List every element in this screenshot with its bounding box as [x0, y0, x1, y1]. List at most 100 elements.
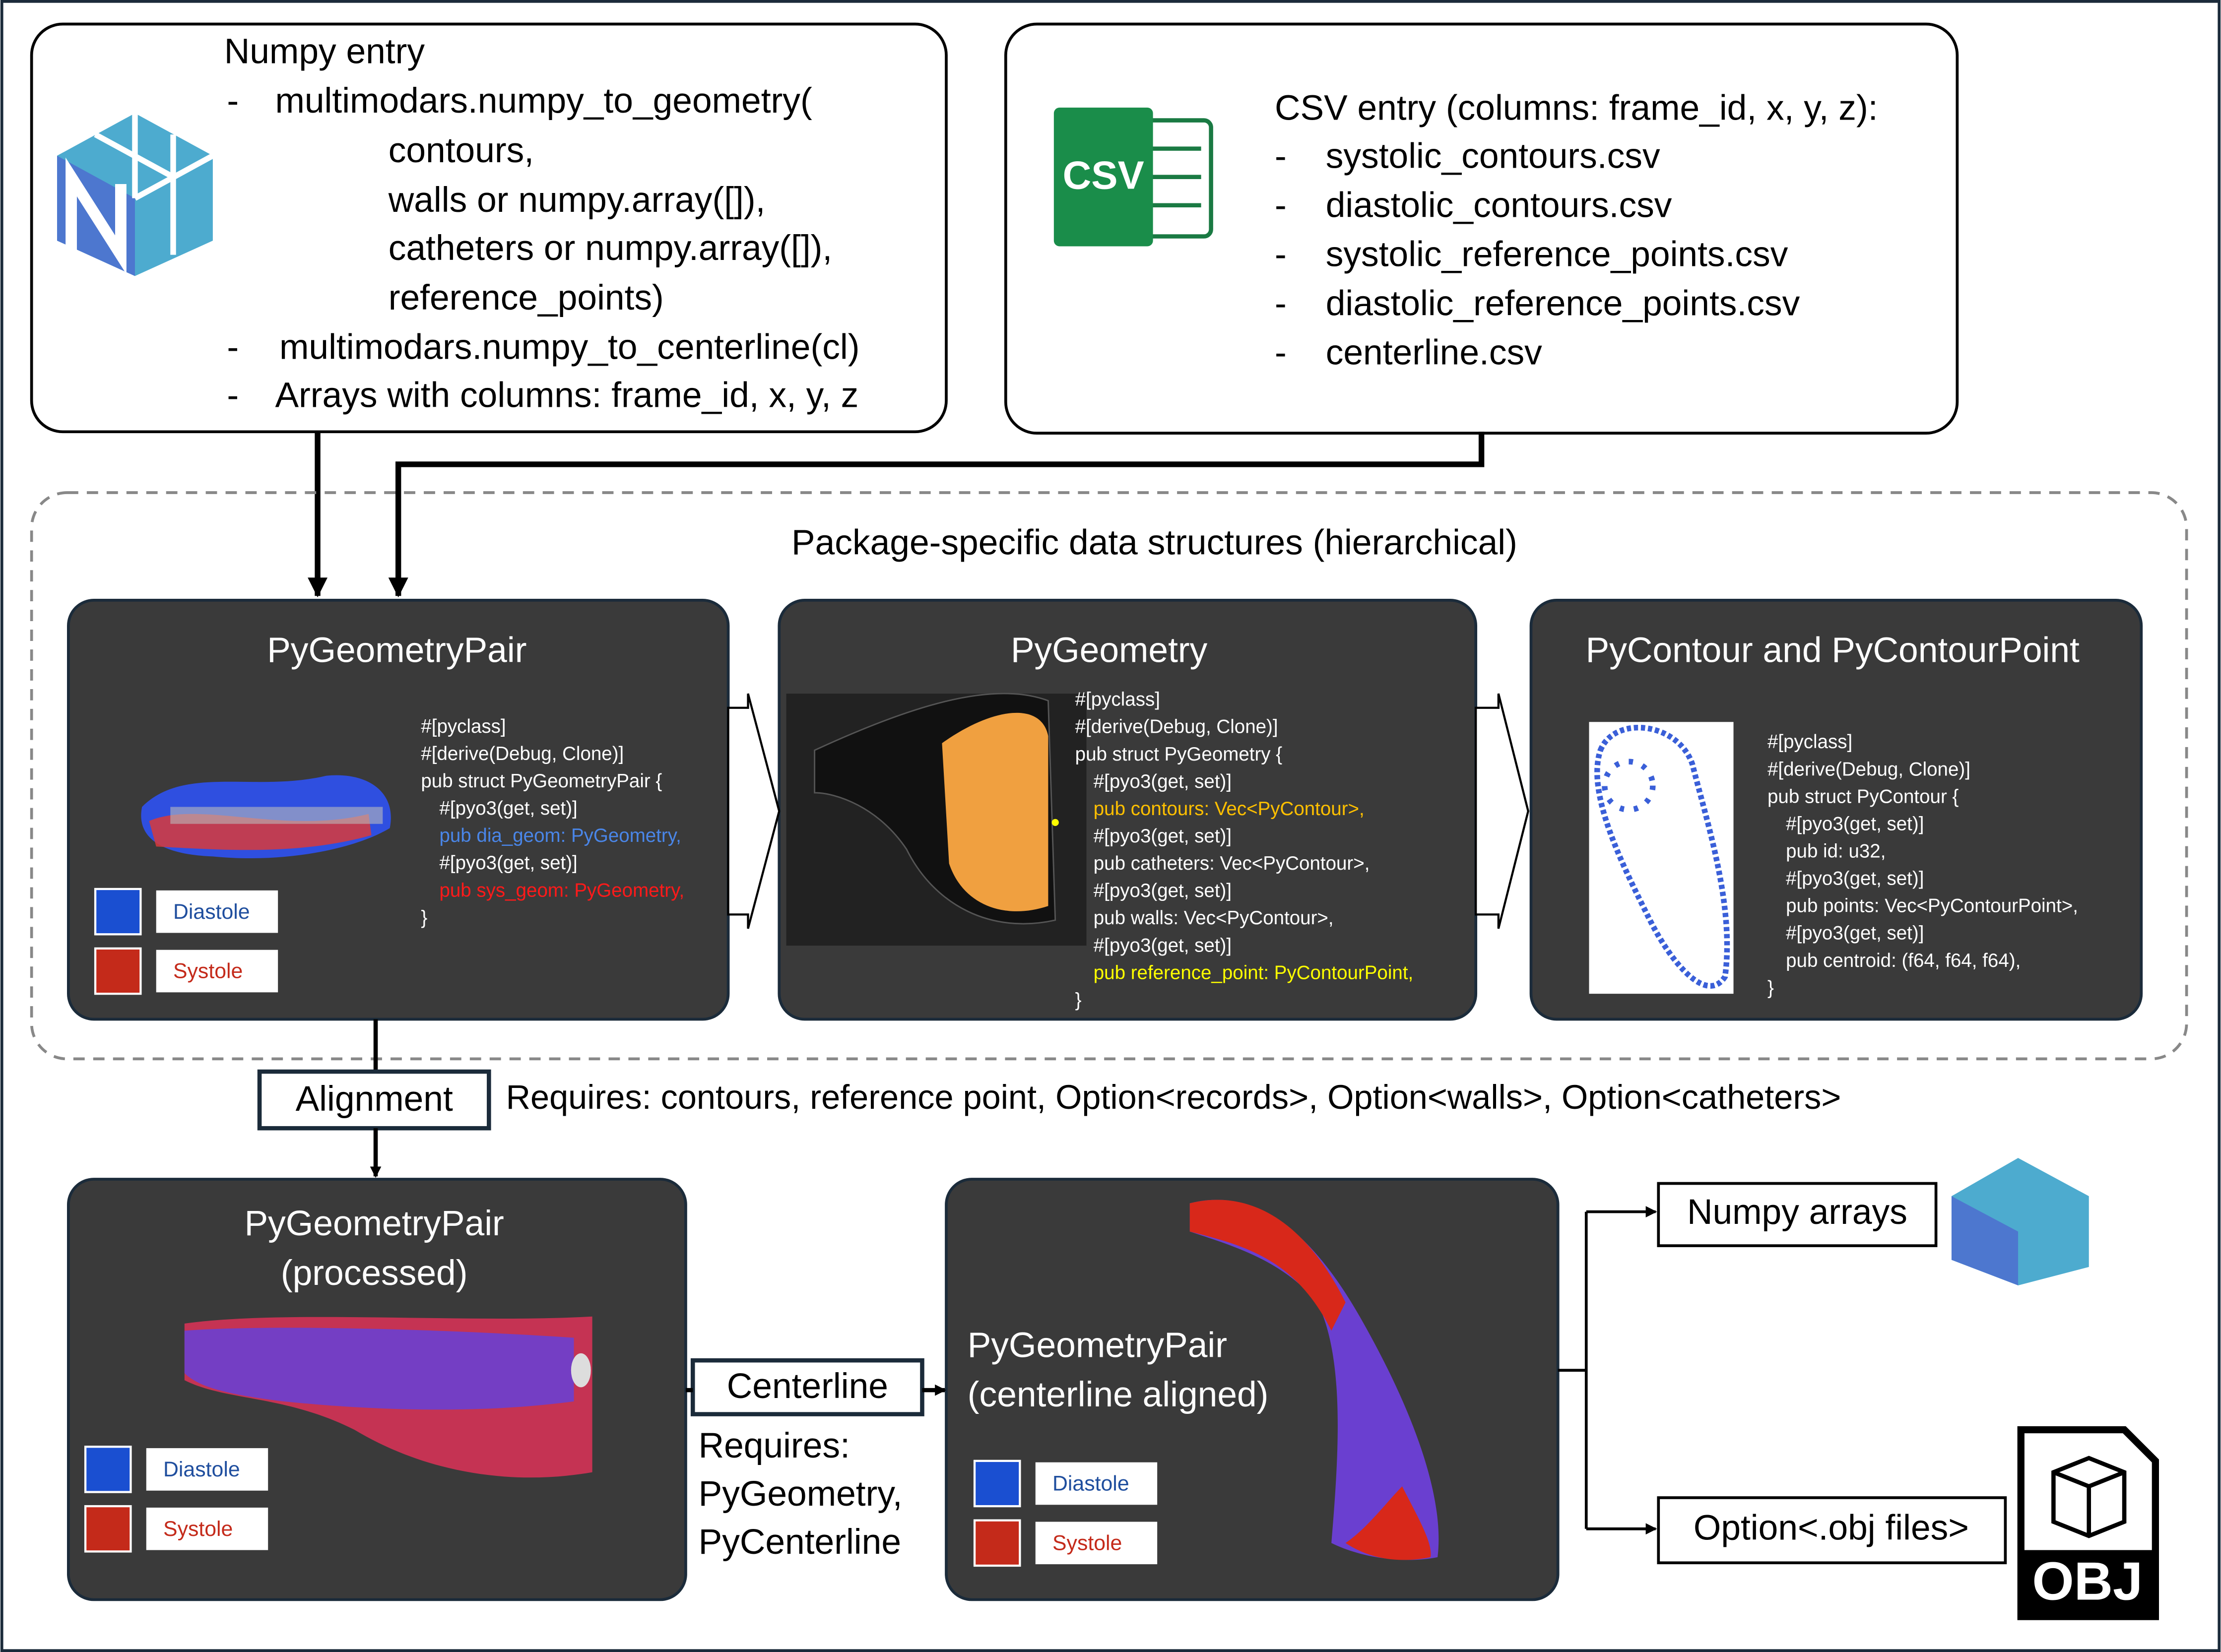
legend-swatch	[94, 947, 142, 995]
panel-title: PyGeometryPair	[968, 1325, 1227, 1365]
legend-label: Diastole	[1052, 1472, 1129, 1496]
code-line: pub struct PyGeometryPair {	[421, 770, 662, 792]
output-label: Option<.obj files>	[1694, 1508, 1969, 1547]
code-line: #[pyo3(get, set)]	[439, 852, 577, 874]
code-line: pub struct PyGeometry {	[1075, 744, 1283, 765]
entry-line: contours,	[389, 130, 534, 170]
geometry-image	[786, 693, 1087, 946]
file-name: centerline.csv	[1326, 332, 1542, 372]
legend-label-box	[1035, 1522, 1158, 1565]
alignment-box	[257, 1069, 491, 1131]
bullet: -	[1275, 283, 1287, 323]
legend-label-box	[146, 1448, 268, 1491]
code-line: #[pyo3(get, set)]	[1094, 771, 1232, 792]
file-name: diastolic_contours.csv	[1326, 185, 1672, 225]
centerline-box	[690, 1358, 924, 1416]
legend-swatch	[94, 888, 142, 936]
legend-swatch	[973, 1460, 1021, 1508]
legend-label: Diastole	[163, 1458, 240, 1481]
step-label: Alignment	[296, 1079, 453, 1119]
legend-label: Diastole	[173, 900, 250, 924]
pair-image	[141, 775, 391, 859]
hollow-arrow	[727, 693, 781, 929]
code-line: #[pyo3(get, set)]	[1094, 880, 1232, 901]
requirements: PyGeometry,	[699, 1474, 903, 1514]
code-line: #[derive(Debug, Clone)]	[421, 743, 624, 764]
csv-icon	[1053, 107, 1213, 247]
file-name: systolic_reference_points.csv	[1326, 234, 1788, 274]
code-line: pub walls: Vec<PyContour>,	[1094, 907, 1334, 929]
code-line: #[pyo3(get, set)]	[1094, 826, 1232, 847]
code-line: pub reference_point: PyContourPoint,	[1094, 962, 1413, 983]
requirements: Requires:	[699, 1426, 850, 1465]
step-label: Centerline	[727, 1366, 888, 1406]
code-line: #[pyo3(get, set)]	[1094, 935, 1232, 956]
bullet: -	[227, 327, 239, 367]
legend-label: Systole	[1052, 1531, 1122, 1555]
code-line: #[pyclass]	[421, 716, 506, 737]
code-line: #[derive(Debug, Clone)]	[1767, 759, 1970, 780]
code-line: #[pyo3(get, set)]	[1786, 868, 1924, 890]
legend-swatch	[973, 1519, 1021, 1567]
arrow	[388, 432, 1485, 598]
code-line: pub struct PyContour {	[1767, 786, 1959, 807]
code-line: pub sys_geom: PyGeometry,	[439, 880, 684, 901]
code-line: pub dia_geom: PyGeometry,	[439, 825, 681, 846]
entry-line: walls or numpy.array([]),	[388, 180, 766, 220]
numpy-icon	[1951, 1158, 2089, 1285]
output-label: Numpy arrays	[1687, 1192, 1907, 1232]
legend-label: Systole	[163, 1517, 233, 1541]
bullet: -	[1275, 234, 1287, 274]
legend-label-box	[156, 890, 278, 933]
hollow-arrow	[1475, 693, 1529, 929]
bullet: -	[1275, 185, 1287, 225]
legend-label: Systole	[173, 959, 243, 983]
code-line: }	[421, 907, 427, 928]
panel-title: PyContour and PyContourPoint	[1586, 630, 2080, 670]
panel-title: PyGeometryPair	[245, 1204, 504, 1243]
code-line: pub catheters: Vec<PyContour>,	[1094, 853, 1370, 874]
file-name: diastolic_reference_points.csv	[1326, 283, 1800, 323]
contour-image	[1589, 722, 1734, 994]
panel-title: (processed)	[281, 1253, 468, 1293]
code-line: #[pyclass]	[1767, 731, 1852, 753]
legend-label-box	[146, 1507, 268, 1550]
entry-line: multimodars.numpy_to_geometry(	[275, 81, 812, 121]
file-name: systolic_contours.csv	[1326, 136, 1660, 176]
numpy-box	[30, 22, 948, 434]
panel-title: (centerline aligned)	[968, 1375, 1269, 1414]
bullet: -	[1275, 332, 1287, 372]
bullet: -	[227, 376, 239, 415]
output-box	[1657, 1182, 1938, 1247]
output-box	[1657, 1496, 2007, 1565]
entry-line: catheters or numpy.array([]),	[389, 228, 833, 268]
code-line: pub contours: Vec<PyContour>,	[1094, 798, 1365, 820]
aligned-image	[1189, 1200, 1439, 1560]
bullet: -	[1275, 136, 1287, 176]
code-line: }	[1767, 977, 1774, 999]
panel-title: PyGeometryPair	[267, 630, 526, 670]
legend-swatch	[84, 1505, 132, 1553]
panel-title: PyGeometry	[1011, 630, 1208, 670]
code-line: pub points: Vec<PyContourPoint>,	[1786, 895, 2078, 917]
legend-swatch	[84, 1446, 132, 1493]
requirements: Requires: contours, reference point, Opt…	[506, 1078, 1841, 1116]
code-line: pub centroid: (f64, f64, f64),	[1786, 950, 2021, 971]
numpy-icon	[57, 113, 214, 276]
code-line: pub id: u32,	[1786, 841, 1886, 862]
obj-icon	[2017, 1426, 2159, 1620]
code-line: #[pyclass]	[1075, 689, 1160, 710]
code-line: #[derive(Debug, Clone)]	[1075, 716, 1278, 738]
title: CSV entry (columns: frame_id, x, y, z):	[1275, 88, 1878, 127]
group-title: Package-specific data structures (hierar…	[791, 522, 1517, 562]
entry-line: reference_points)	[389, 278, 664, 318]
entry-line: multimodars.numpy_to_centerline(cl)	[279, 327, 859, 367]
icon-label: OBJ	[2032, 1551, 2143, 1611]
legend-label-box	[156, 950, 278, 993]
legend-label-box	[1035, 1462, 1158, 1505]
code-line: #[pyo3(get, set)]	[1786, 923, 1924, 944]
code-line: #[pyo3(get, set)]	[439, 798, 577, 819]
title: Numpy entry	[224, 31, 425, 71]
